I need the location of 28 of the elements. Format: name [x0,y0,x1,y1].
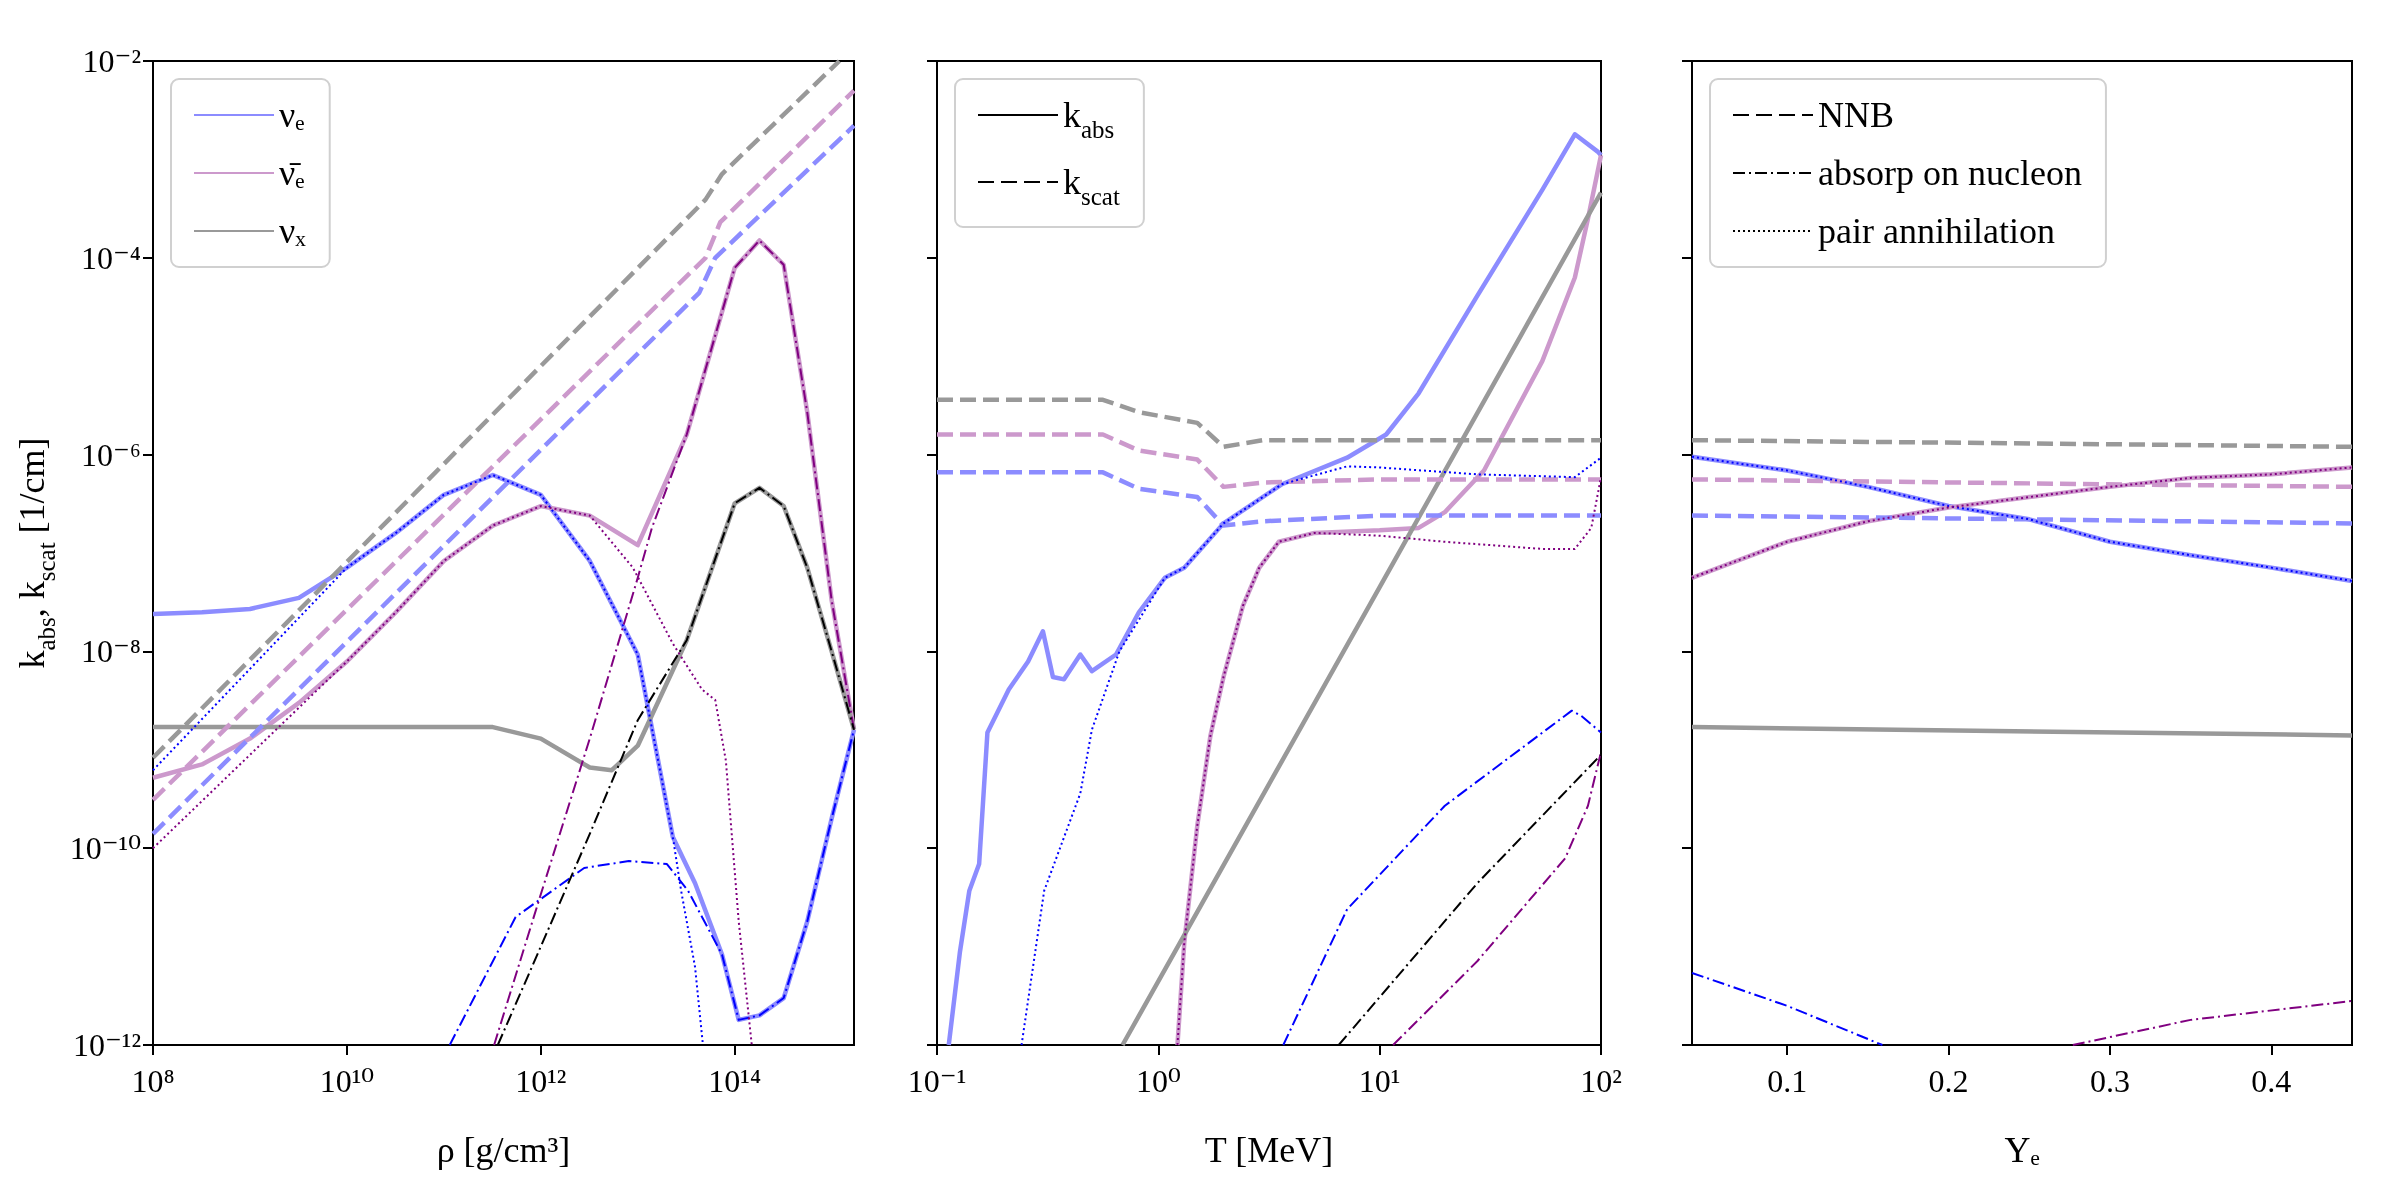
x-axis-title: T [MeV] [1204,1130,1334,1170]
y-tick-label: 10⁻² [82,43,141,79]
x-tick-label: 0.2 [1928,1063,1969,1099]
x-tick-label: 10² [1580,1063,1622,1099]
legend-label: ν̄ₑ [279,153,305,193]
legend-label: pair annihilation [1818,211,2055,251]
x-tick-label: 10⁰ [1135,1063,1181,1099]
x-tick-label: 0.4 [2251,1063,2292,1099]
x-tick-label: 10¹⁴ [708,1063,762,1099]
x-tick-label: 10¹⁰ [319,1063,375,1099]
x-tick-label: 0.1 [1767,1063,1808,1099]
y-tick-label: 10⁻⁸ [80,633,141,670]
legend-label: νₑ [279,95,305,135]
y-tick-label: 10⁻⁴ [80,239,141,276]
x-axis-title: Yₑ [2004,1130,2040,1170]
x-tick-label: 10¹ [1358,1063,1401,1099]
y-tick-label: 10⁻⁶ [80,436,141,473]
legend-label: νₓ [279,211,307,251]
y-tick-label: 10⁻¹⁰ [69,830,141,867]
x-axis-title: ρ [g/cm³] [436,1130,571,1170]
x-tick-label: 10⁸ [131,1063,175,1099]
x-tick-label: 10⁻¹ [907,1063,967,1099]
legend-label: absorp on nucleon [1818,153,2082,193]
y-tick-label: 10⁻¹² [72,1027,141,1063]
x-tick-label: 0.3 [2089,1063,2130,1099]
legend-label: NNB [1818,95,1895,135]
y-axis-title: kabs, kscat [1/cm] [11,437,60,669]
x-tick-label: 10¹² [515,1063,567,1099]
